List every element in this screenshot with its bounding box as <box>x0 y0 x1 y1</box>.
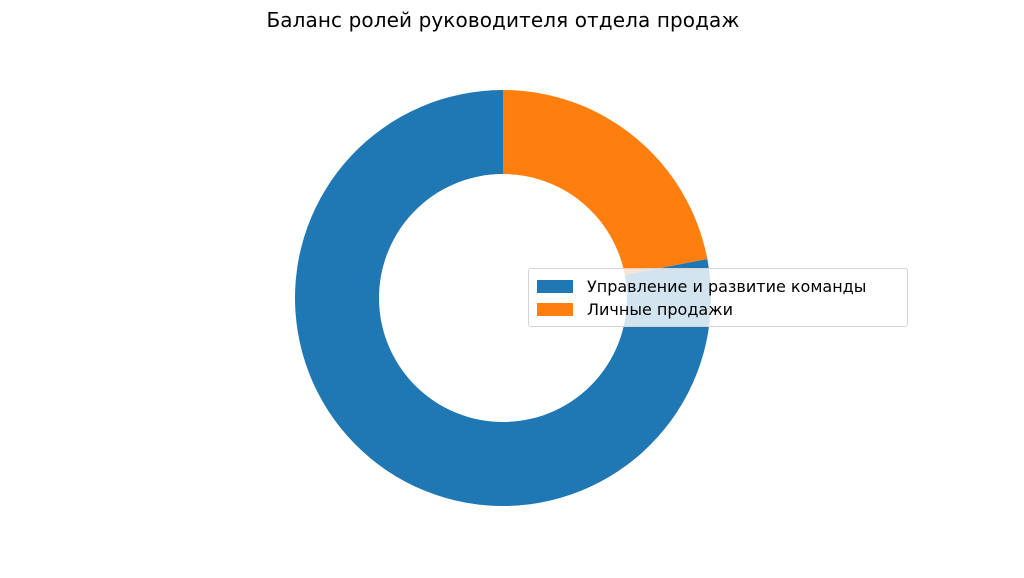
legend: Управление и развитие команды Личные про… <box>528 268 908 327</box>
legend-item: Личные продажи <box>537 298 899 321</box>
legend-swatch <box>537 280 573 293</box>
donut-slice-2 <box>503 90 708 275</box>
legend-label: Личные продажи <box>587 300 733 319</box>
donut-slices <box>295 90 711 506</box>
donut-slice-1 <box>295 90 711 506</box>
legend-label: Управление и развитие команды <box>587 277 867 296</box>
legend-swatch <box>537 303 573 316</box>
legend-item: Управление и развитие команды <box>537 275 899 298</box>
chart-title: Баланс ролей руководителя отдела продаж <box>266 8 740 32</box>
